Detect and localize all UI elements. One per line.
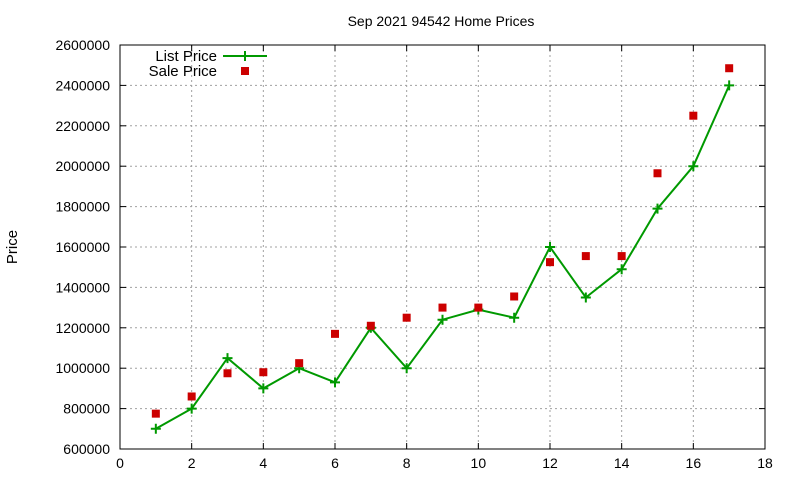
sale-price-point [725,64,734,73]
list-price-point [724,80,735,91]
list-price-point [545,242,555,252]
list-price-point [186,403,197,414]
y-tick-label: 2200000 [55,118,110,134]
x-tick-label: 6 [331,455,339,471]
x-tick-label: 16 [686,455,702,471]
sale-price-point [151,409,160,418]
y-tick-label: 1400000 [55,279,110,295]
sale-price-point [223,369,232,378]
x-tick-label: 2 [188,455,196,471]
y-tick-label: 1600000 [55,239,110,255]
y-axis-label: Price [4,230,21,264]
sale-price-point [366,321,375,330]
list-price-point [509,312,520,323]
chart-title: Sep 2021 94542 Home Prices [348,13,535,29]
sale-price-point [331,329,339,338]
y-tick-label: 1800000 [55,199,110,215]
list-price-point [401,363,412,374]
legend-label-sale-price: Sale Price [149,63,217,80]
x-tick-label: 12 [542,455,558,471]
list-price-point [652,203,663,214]
series-layer [150,64,735,434]
x-tick-label: 18 [757,455,773,471]
sale-price-point [474,303,483,312]
x-tick-label: 14 [614,455,630,471]
list-price-point [258,383,269,394]
list-price-point [150,423,161,434]
list-price-point [580,292,591,303]
list-price-point [222,353,233,364]
sale-price-point [438,303,447,312]
sale-price-point [653,169,662,178]
y-tick-label: 600000 [63,441,110,457]
list-price-point [330,377,340,388]
list-price-point [616,264,627,275]
y-tick-label: 2600000 [55,37,110,53]
grid-lines [120,45,765,449]
sale-price-point [581,252,590,261]
y-tick-label: 1000000 [55,360,110,376]
list-price-point [437,314,448,325]
list-price-line [155,84,731,430]
sale-price-point [617,252,626,261]
sale-price-point [187,392,196,401]
y-tick-label: 800000 [63,401,110,417]
legend-label-list-price: List Price [155,48,217,65]
list-price-point [688,161,699,172]
sale-price-point [259,368,268,377]
sale-price-point [546,258,554,267]
x-tick-label: 10 [471,455,487,471]
y-tick-label: 1200000 [55,320,110,336]
axis-ticks: 0 2 4 6 8 10 12 14 16 18 600000 800000 1000000 120000… [55,37,773,471]
x-tick-label: 4 [259,455,267,471]
y-tick-label: 2000000 [55,158,110,174]
y-tick-label: 2400000 [55,77,110,93]
sale-price-point [689,111,698,120]
x-tick-label: 0 [116,455,124,471]
x-tick-label: 8 [403,455,411,471]
sale-price-point [295,359,304,368]
sale-price-point [402,313,411,322]
sale-price-point [510,292,519,301]
legend-marker-sale-price [241,67,249,75]
legend-marker-list-price [240,51,250,61]
